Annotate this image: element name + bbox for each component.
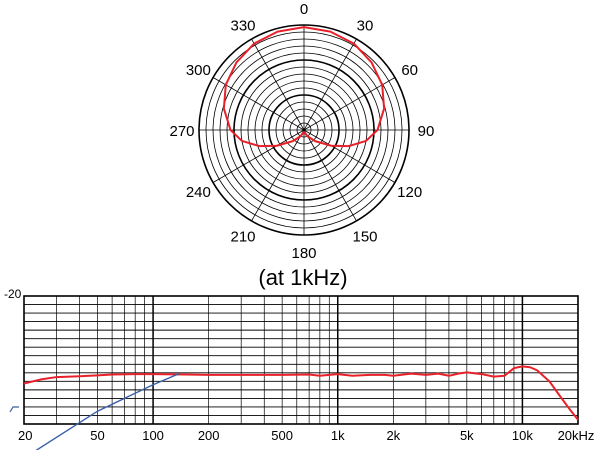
polar-series [222, 26, 386, 148]
polar-angle-label: 210 [230, 229, 255, 246]
polar-spoke [212, 129, 305, 183]
frequency-response-line-1 [23, 365, 579, 421]
x-tick-label: 20 [18, 428, 32, 443]
x-tick-label: 50 [90, 428, 104, 443]
polar-spoke [303, 38, 357, 131]
polar-spoke [251, 38, 305, 131]
frequency-response-line-2 [35, 372, 181, 450]
x-tick-label: 500 [271, 428, 293, 443]
polar-angle-label: 0 [300, 1, 308, 18]
frequency-grid [23, 295, 579, 425]
frequency-series [9, 365, 579, 450]
polar-angle-label: 90 [418, 123, 435, 140]
series-marker-stub [9, 406, 19, 413]
polar-angle-label: 330 [230, 17, 255, 34]
polar-angle-label: 60 [401, 62, 418, 79]
polar-spoke [212, 77, 305, 131]
polar-angle-label: 300 [186, 62, 211, 79]
polar-spoke [303, 77, 396, 131]
polar-angle-label: 180 [291, 245, 316, 262]
polar-spoke [303, 129, 396, 183]
x-tick-label: 200 [198, 428, 220, 443]
x-tick-label: 2k [386, 428, 400, 443]
polar-angle-label: 240 [186, 184, 211, 201]
polar-angle-label: 270 [169, 123, 194, 140]
plot-frame [23, 295, 579, 425]
y-tick-label-top: -20 [4, 287, 22, 301]
polar-spoke [303, 129, 357, 222]
polar-angle-label: 120 [397, 184, 422, 201]
polar-pattern-chart: 0 30 60 90 120 150 180 210 240 270 300 330 [169, 1, 434, 262]
x-tick-label: 5k [460, 428, 474, 443]
polar-pattern-line [222, 26, 386, 148]
frequency-tick-labels: 20 50 100 200 500 1k 2k 5k 10k 20kHz [18, 428, 594, 443]
polar-angle-label: 30 [357, 17, 374, 34]
polar-spoke [251, 129, 305, 222]
x-tick-label: 1k [331, 428, 345, 443]
polar-chart-title: (at 1kHz) [258, 265, 347, 290]
frequency-response-chart: 20 50 100 200 500 1k 2k 5k 10k 20kHz -20 [4, 287, 594, 450]
polar-angle-label: 150 [352, 229, 377, 246]
x-tick-label: 10k [512, 428, 533, 443]
polar-spokes [199, 25, 409, 235]
x-tick-label: 20kHz [558, 428, 595, 443]
polar-angle-labels: 0 30 60 90 120 150 180 210 240 270 300 330 [169, 1, 434, 262]
x-tick-label: 100 [142, 428, 164, 443]
